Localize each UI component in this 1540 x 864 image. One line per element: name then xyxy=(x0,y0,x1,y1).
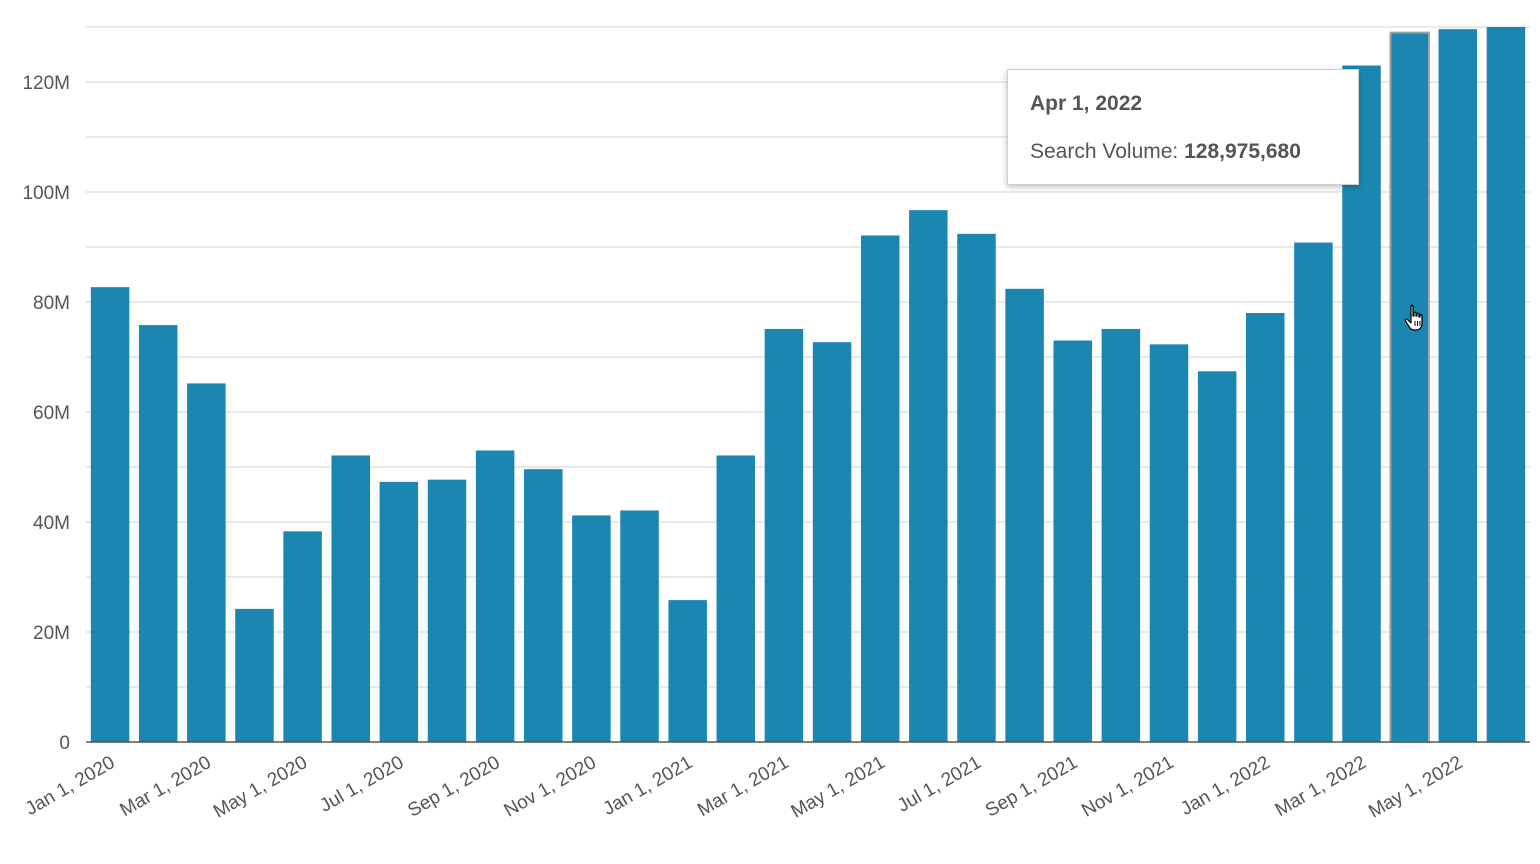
x-tick-label: Sep 1, 2021 xyxy=(982,752,1081,821)
x-tick-label: Jul 1, 2020 xyxy=(316,752,407,817)
hand-cursor-icon xyxy=(1404,304,1423,331)
bar-0[interactable] xyxy=(90,287,130,742)
bar-8[interactable] xyxy=(475,450,515,743)
y-tick-label: 120M xyxy=(22,73,70,94)
bar-21[interactable] xyxy=(1101,328,1141,742)
bar-29[interactable] xyxy=(1486,27,1526,742)
x-tick-label: Jan 1, 2020 xyxy=(22,752,119,820)
x-tick-label: Mar 1, 2020 xyxy=(117,752,215,821)
x-tick-label: Sep 1, 2020 xyxy=(404,752,503,821)
bar-9[interactable] xyxy=(524,469,563,742)
bar-13[interactable] xyxy=(716,455,756,742)
bar-20[interactable] xyxy=(1053,340,1092,743)
x-tick-label: Jul 1, 2021 xyxy=(894,752,985,817)
y-tick-label: 20M xyxy=(33,623,70,644)
y-tick-label: 60M xyxy=(33,403,70,424)
bar-3[interactable] xyxy=(235,608,274,742)
bar-12[interactable] xyxy=(668,600,707,742)
x-tick-label: Nov 1, 2020 xyxy=(501,752,600,821)
tooltip-title: Apr 1, 2022 xyxy=(1030,92,1143,115)
y-tick-label: 40M xyxy=(33,513,70,534)
tooltip-series-value: 128,975,680 xyxy=(1184,140,1301,163)
tooltip-series-row: Search Volume: 128,975,680 xyxy=(1030,140,1301,164)
y-axis-labels: 0 20M 40M 60M 80M 100M 120M xyxy=(22,73,70,754)
x-tick-label: Jan 1, 2022 xyxy=(1177,752,1274,820)
gridlines xyxy=(86,26,1530,688)
bar-18[interactable] xyxy=(957,233,996,743)
x-tick-label: May 1, 2021 xyxy=(788,752,889,822)
x-tick-label: Jan 1, 2021 xyxy=(600,752,697,820)
bar-23[interactable] xyxy=(1197,371,1237,742)
bar-11[interactable] xyxy=(620,510,659,742)
bar-10[interactable] xyxy=(572,515,611,742)
bar-6[interactable] xyxy=(379,481,419,742)
bar-2[interactable] xyxy=(187,383,226,742)
bar-7[interactable] xyxy=(427,479,467,742)
bar-5[interactable] xyxy=(331,455,370,742)
data-tooltip: Apr 1, 2022 Search Volume: 128,975,680 xyxy=(1007,69,1359,185)
bar-25[interactable] xyxy=(1294,242,1333,742)
bar-14[interactable] xyxy=(764,328,804,742)
x-tick-label: Nov 1, 2021 xyxy=(1078,752,1177,821)
y-tick-label: 0 xyxy=(59,733,70,754)
y-tick-label: 80M xyxy=(33,293,70,314)
bar-15[interactable] xyxy=(812,342,852,742)
bar-17[interactable] xyxy=(909,210,948,742)
bar-19[interactable] xyxy=(1005,288,1044,742)
bar-27[interactable] xyxy=(1389,31,1430,743)
bar-4[interactable] xyxy=(283,531,322,742)
x-tick-label: May 1, 2020 xyxy=(210,752,311,822)
bar-22[interactable] xyxy=(1149,344,1189,742)
bar-28[interactable] xyxy=(1438,29,1478,742)
bar-16[interactable] xyxy=(860,235,900,742)
x-tick-label: May 1, 2022 xyxy=(1365,752,1466,822)
bars xyxy=(90,27,1526,743)
x-tick-label: Mar 1, 2021 xyxy=(694,752,792,821)
tooltip-series-label: Search Volume: xyxy=(1030,140,1185,163)
bar-1[interactable] xyxy=(138,325,178,742)
y-tick-label: 100M xyxy=(22,183,70,204)
bar-24[interactable] xyxy=(1246,313,1285,742)
x-tick-label: Mar 1, 2022 xyxy=(1272,752,1370,821)
